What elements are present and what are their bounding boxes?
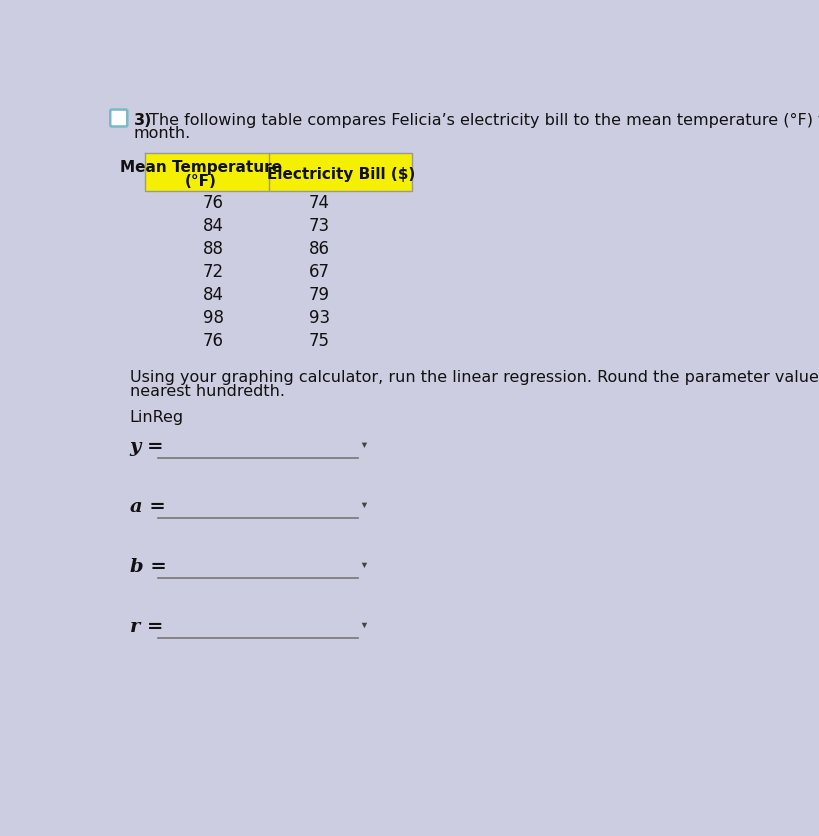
Text: 98: 98 xyxy=(202,309,224,327)
Text: 72: 72 xyxy=(202,263,224,281)
FancyBboxPatch shape xyxy=(145,153,412,191)
Text: 84: 84 xyxy=(202,217,224,235)
Text: 79: 79 xyxy=(309,286,329,304)
Polygon shape xyxy=(361,623,367,628)
Text: month.: month. xyxy=(133,126,191,141)
Text: nearest hundredth.: nearest hundredth. xyxy=(129,384,284,399)
Text: 74: 74 xyxy=(309,194,329,212)
Text: 3): 3) xyxy=(133,113,152,128)
Text: y =: y = xyxy=(129,438,164,456)
Text: 73: 73 xyxy=(309,217,329,235)
Text: 88: 88 xyxy=(202,240,224,258)
Text: Using your graphing calculator, run the linear regression. Round the parameter v: Using your graphing calculator, run the … xyxy=(129,370,819,385)
Text: r =: r = xyxy=(129,618,163,636)
Text: Electricity Bill ($): Electricity Bill ($) xyxy=(266,166,414,181)
Text: Mean Temperature: Mean Temperature xyxy=(120,161,282,176)
Text: 76: 76 xyxy=(202,194,224,212)
Text: The following table compares Felicia’s electricity bill to the mean temperature : The following table compares Felicia’s e… xyxy=(149,113,819,128)
Text: LinReg: LinReg xyxy=(129,410,183,425)
Polygon shape xyxy=(361,563,367,568)
Text: 67: 67 xyxy=(309,263,329,281)
Text: 86: 86 xyxy=(309,240,329,258)
Text: 75: 75 xyxy=(309,333,329,350)
Text: (°F): (°F) xyxy=(185,174,216,189)
Polygon shape xyxy=(361,502,367,508)
Text: 93: 93 xyxy=(309,309,329,327)
Text: a =: a = xyxy=(129,498,165,516)
Text: 76: 76 xyxy=(202,333,224,350)
Text: b =: b = xyxy=(129,558,166,576)
Polygon shape xyxy=(361,442,367,448)
FancyBboxPatch shape xyxy=(110,110,127,126)
Text: 84: 84 xyxy=(202,286,224,304)
